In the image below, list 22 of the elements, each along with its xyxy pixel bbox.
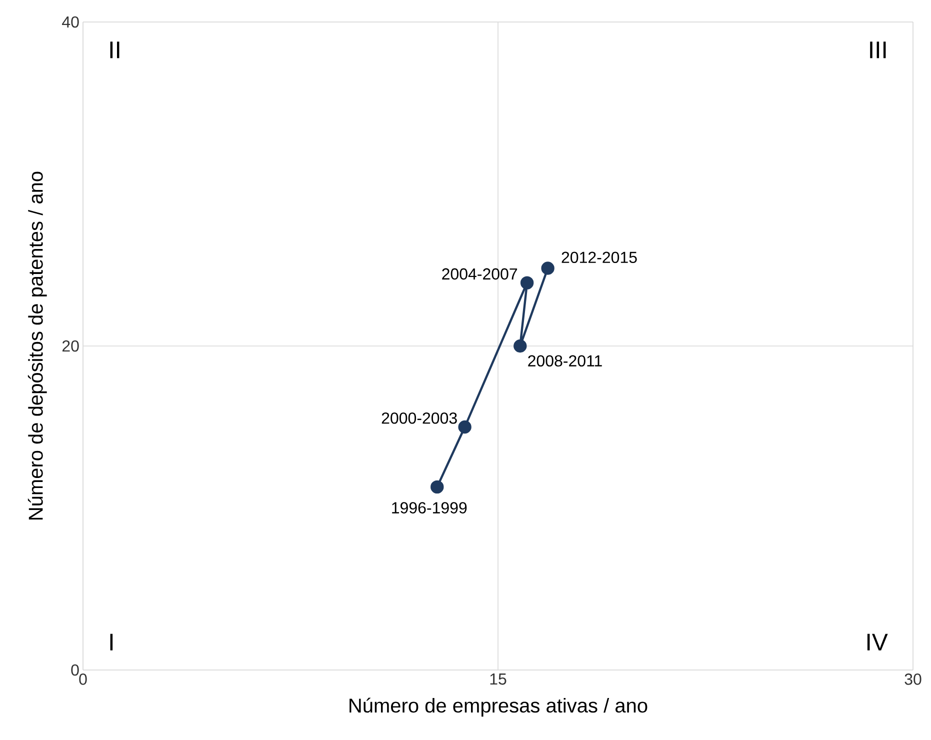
annotation: 2000-2003 xyxy=(382,412,457,424)
annotation: 2004-2007 xyxy=(442,268,518,280)
x-tick-label: 30 xyxy=(904,674,922,685)
point xyxy=(541,262,554,275)
point xyxy=(520,276,534,290)
annotation: I xyxy=(110,634,113,650)
x-axis-title: Número de empresas ativas / ano xyxy=(350,698,648,717)
x-tick-label: 15 xyxy=(490,674,506,685)
annotation: II xyxy=(110,42,120,58)
y-tick-label: 20 xyxy=(62,340,79,352)
annotation: 1996-1999 xyxy=(392,502,467,514)
point xyxy=(430,480,444,494)
annotation: III xyxy=(870,42,886,58)
y-axis-title: Número de depósitos de patentes / ano xyxy=(28,172,47,520)
annotation: 2012-2015 xyxy=(562,252,637,264)
point xyxy=(458,420,472,434)
annotation: IV xyxy=(867,634,888,650)
point xyxy=(514,339,527,353)
y-tick-label: 40 xyxy=(62,16,79,28)
y-tick-label: 0 xyxy=(71,664,79,676)
annotation: 2008-2011 xyxy=(528,355,602,367)
x-tick-label: 0 xyxy=(79,674,87,685)
